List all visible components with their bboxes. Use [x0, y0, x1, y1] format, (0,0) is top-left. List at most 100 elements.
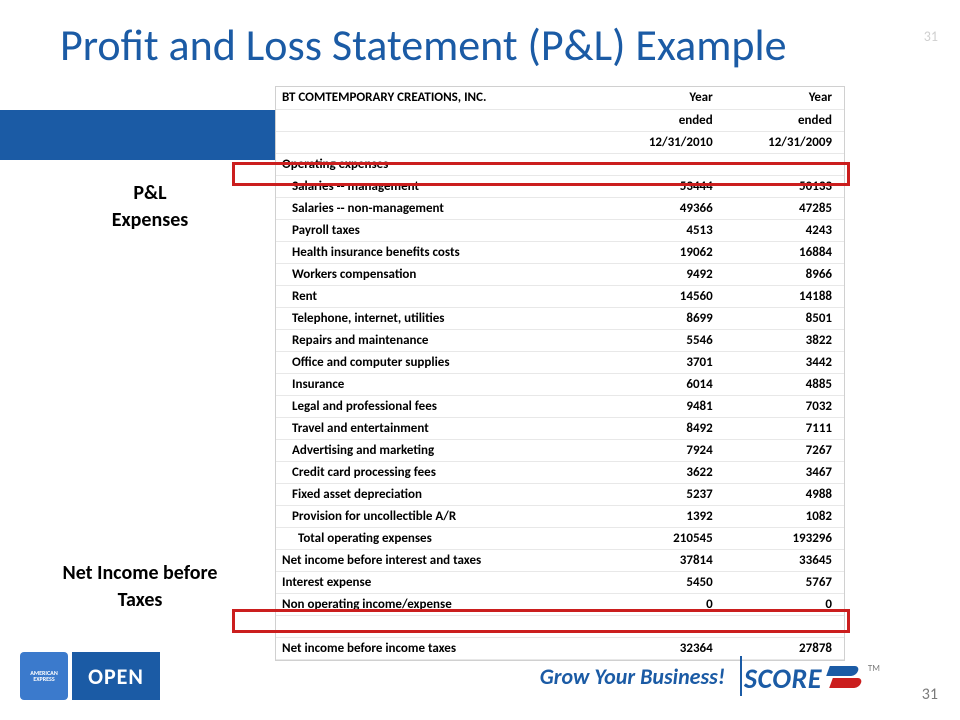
row-v2: 50133 [725, 175, 844, 197]
row-label: Non operating income/expense [276, 593, 605, 615]
table-row: Net income before interest and taxes3781… [276, 549, 844, 571]
score-text: SCORE [744, 661, 822, 696]
row-label: Telephone, internet, utilities [276, 307, 605, 329]
table-row: Salaries -- non-management4936647285 [276, 197, 844, 219]
row-v1: 4513 [605, 219, 724, 241]
row-v1: 1392 [605, 505, 724, 527]
row-v2: 3822 [725, 329, 844, 351]
side-label-net-income: Net Income before Taxes [25, 560, 255, 614]
table-row: Health insurance benefits costs190621688… [276, 241, 844, 263]
row-v1: 0 [605, 593, 724, 615]
row-v2: 7267 [725, 439, 844, 461]
row-v2: 1082 [725, 505, 844, 527]
table-row-header: ended ended [276, 109, 844, 131]
col1-h1: Year [605, 87, 724, 109]
col1-h2: ended [605, 109, 724, 131]
pl-table: BT COMTEMPORARY CREATIONS, INC. Year Yea… [275, 86, 845, 661]
row-v1: 49366 [605, 197, 724, 219]
col1-h3: 12/31/2010 [605, 131, 724, 153]
table-row: Advertising and marketing79247267 [276, 439, 844, 461]
row-v2: 3467 [725, 461, 844, 483]
score-logo: SCORE TM [744, 661, 880, 696]
row-v1: 3701 [605, 351, 724, 373]
row-v1: 5450 [605, 571, 724, 593]
table-row: Payroll taxes45134243 [276, 219, 844, 241]
row-v2: 8501 [725, 307, 844, 329]
tm-mark: TM [868, 663, 880, 674]
row-v2: 4885 [725, 373, 844, 395]
row-v1: 19062 [605, 241, 724, 263]
side-label-line: P&L [133, 181, 166, 205]
row-label: Payroll taxes [276, 219, 605, 241]
table-row: Repairs and maintenance55463822 [276, 329, 844, 351]
row-label: Credit card processing fees [276, 461, 605, 483]
table-row: Office and computer supplies37013442 [276, 351, 844, 373]
row-label: Advertising and marketing [276, 439, 605, 461]
open-logo: OPEN [72, 652, 160, 700]
page-number-bottom: 31 [922, 685, 938, 704]
row-v2: 7111 [725, 417, 844, 439]
row-v2: 193296 [725, 527, 844, 549]
row-v1: 9481 [605, 395, 724, 417]
row-label: Travel and entertainment [276, 417, 605, 439]
row-label: Repairs and maintenance [276, 329, 605, 351]
row-v1: 8699 [605, 307, 724, 329]
row-v2: 47285 [725, 197, 844, 219]
row-v2: 7032 [725, 395, 844, 417]
row-label: Health insurance benefits costs [276, 241, 605, 263]
header-blue-bar [0, 110, 275, 160]
side-label-line: Expenses [112, 208, 189, 232]
table-row: Insurance60144885 [276, 373, 844, 395]
row-v1: 3622 [605, 461, 724, 483]
table-row: Fixed asset depreciation52374988 [276, 483, 844, 505]
row-label: Total operating expenses [276, 527, 605, 549]
row-v2: 4243 [725, 219, 844, 241]
amex-line: EXPRESS [33, 676, 54, 682]
footer-divider [740, 656, 742, 696]
col2-h1: Year [725, 87, 844, 109]
row-label: Office and computer supplies [276, 351, 605, 373]
table-row: Provision for uncollectible A/R13921082 [276, 505, 844, 527]
row-label: Salaries -- non-management [276, 197, 605, 219]
row-v1: 7924 [605, 439, 724, 461]
row-v2: 0 [725, 593, 844, 615]
row-v2: 5767 [725, 571, 844, 593]
row-v2: 16884 [725, 241, 844, 263]
row-label: Workers compensation [276, 263, 605, 285]
footer: AMERICAN EXPRESS OPEN Grow Your Business… [20, 640, 900, 700]
table-row: Non operating income/expense00 [276, 593, 844, 615]
row-v1: 5546 [605, 329, 724, 351]
table-row: Telephone, internet, utilities86998501 [276, 307, 844, 329]
row-v2: 33645 [725, 549, 844, 571]
table-row-header: BT COMTEMPORARY CREATIONS, INC. Year Yea… [276, 87, 844, 109]
table-blank-row [276, 615, 844, 637]
col2-h2: ended [725, 109, 844, 131]
table-row: Credit card processing fees36223467 [276, 461, 844, 483]
row-v1: 210545 [605, 527, 724, 549]
row-v1: 5237 [605, 483, 724, 505]
grow-your-business: Grow Your Business! [540, 663, 725, 690]
row-label: Insurance [276, 373, 605, 395]
table-section-row: Operating expenses [276, 153, 844, 175]
row-v1: 6014 [605, 373, 724, 395]
page-number-top: 31 [924, 28, 938, 45]
row-v1: 53444 [605, 175, 724, 197]
side-label-line: Taxes [118, 588, 163, 612]
table-row: Travel and entertainment84927111 [276, 417, 844, 439]
row-v2: 8966 [725, 263, 844, 285]
side-label-line: Net Income before [63, 561, 218, 585]
table-row: Interest expense54505767 [276, 571, 844, 593]
table-row: Salaries -- management5344450133 [276, 175, 844, 197]
row-label: Provision for uncollectible A/R [276, 505, 605, 527]
row-label: Salaries -- management [276, 175, 605, 197]
amex-logo: AMERICAN EXPRESS [20, 652, 68, 700]
table-row: Rent1456014188 [276, 285, 844, 307]
page-title: Profit and Loss Statement (P&L) Example [60, 18, 787, 72]
row-v2: 4988 [725, 483, 844, 505]
company-name: BT COMTEMPORARY CREATIONS, INC. [276, 87, 605, 109]
row-v2: 3442 [725, 351, 844, 373]
row-label: Rent [276, 285, 605, 307]
col2-h3: 12/31/2009 [725, 131, 844, 153]
table-row: Legal and professional fees94817032 [276, 395, 844, 417]
row-label: Legal and professional fees [276, 395, 605, 417]
